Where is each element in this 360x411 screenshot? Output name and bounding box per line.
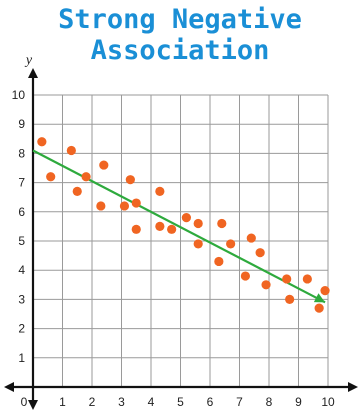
data-point (131, 198, 141, 208)
trend-line-arrowhead (313, 293, 326, 303)
y-tick-label: 8 (18, 146, 25, 160)
data-point (261, 280, 271, 290)
x-tick-label: 2 (89, 395, 96, 409)
data-point (246, 233, 256, 243)
grid-lines (33, 94, 329, 387)
x-tick-label: 3 (118, 395, 125, 409)
y-tick-label: 2 (18, 322, 25, 336)
data-point (226, 239, 236, 249)
data-point (155, 186, 165, 196)
data-point (193, 239, 203, 249)
chart-title: Strong Negative Association (0, 4, 360, 66)
y-tick-label: 3 (18, 292, 25, 306)
data-point (282, 274, 292, 284)
data-point (181, 213, 191, 223)
y-tick-label: 7 (18, 176, 25, 190)
trend-line-group (32, 149, 326, 304)
chart-title-line-2: Association (90, 35, 270, 66)
data-point (81, 172, 91, 182)
data-point (131, 224, 141, 234)
y-tick-label: 10 (12, 88, 26, 102)
trend-line (32, 149, 326, 304)
data-point (96, 201, 106, 211)
x-axis-arrow-left (4, 382, 14, 392)
data-point (119, 201, 130, 211)
data-point (314, 303, 324, 313)
data-point (214, 256, 224, 267)
x-tick-label: 4 (148, 395, 155, 409)
y-tick-label: 6 (18, 205, 25, 219)
y-tick-label: 5 (18, 234, 25, 248)
y-tick-label: 4 (18, 263, 25, 277)
x-tick-label: 9 (295, 395, 302, 409)
data-point (320, 286, 330, 296)
y-axis-arrow-up (28, 68, 38, 78)
data-point (125, 175, 135, 185)
data-point (302, 274, 312, 284)
data-points (37, 137, 330, 313)
data-point (155, 221, 165, 231)
x-tick-label: 6 (207, 395, 214, 409)
data-point (37, 137, 47, 147)
tick-labels: 0 1 2 3 4 5 6 7 8 9 10 1 2 3 4 5 6 7 8 9 10 (12, 88, 335, 409)
y-axis-arrow-down (28, 400, 38, 410)
x-tick-label: 5 (177, 395, 184, 409)
data-point (72, 186, 82, 196)
data-point (193, 218, 203, 229)
chart-title-line-1: Strong Negative (58, 4, 302, 35)
x-tick-label: 7 (236, 395, 243, 409)
x-tick-label: 8 (266, 395, 273, 409)
x-tick-label: 1 (59, 395, 66, 409)
y-tick-label: 1 (18, 351, 25, 365)
data-point (240, 271, 250, 281)
data-point (167, 224, 177, 234)
y-axis-label: y (24, 53, 33, 68)
x-tick-label: 0 (21, 395, 28, 409)
data-point (255, 248, 265, 258)
x-axis-arrow-right (348, 382, 358, 392)
data-point (66, 145, 76, 156)
data-point (99, 160, 109, 170)
axes (4, 68, 358, 410)
x-tick-label: 10 (321, 395, 335, 409)
data-point (285, 294, 295, 304)
data-point (46, 172, 56, 182)
y-tick-label: 9 (18, 117, 25, 131)
data-point (217, 218, 227, 229)
